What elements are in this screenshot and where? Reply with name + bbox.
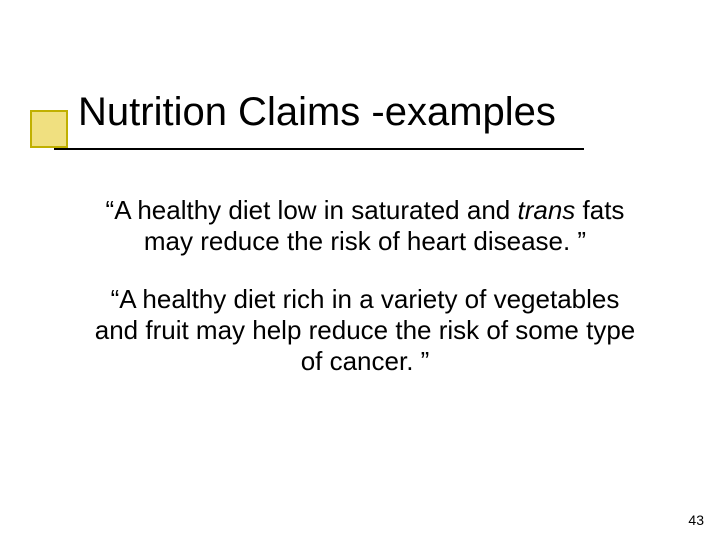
paragraph-2: “A healthy diet rich in a variety of veg… — [90, 284, 640, 376]
title-underline — [54, 148, 584, 150]
body-text: “A healthy diet low in saturated and tra… — [90, 195, 640, 404]
p1-italic: trans — [517, 195, 575, 225]
title-block: Nutrition Claims -examples — [78, 90, 556, 141]
p1-part-a: “A healthy diet low in saturated and — [106, 195, 518, 225]
page-number: 43 — [688, 512, 704, 528]
slide: { "title": "Nutrition Claims -examples",… — [0, 0, 720, 540]
accent-square — [30, 110, 68, 148]
slide-title: Nutrition Claims -examples — [78, 90, 556, 141]
paragraph-1: “A healthy diet low in saturated and tra… — [90, 195, 640, 256]
